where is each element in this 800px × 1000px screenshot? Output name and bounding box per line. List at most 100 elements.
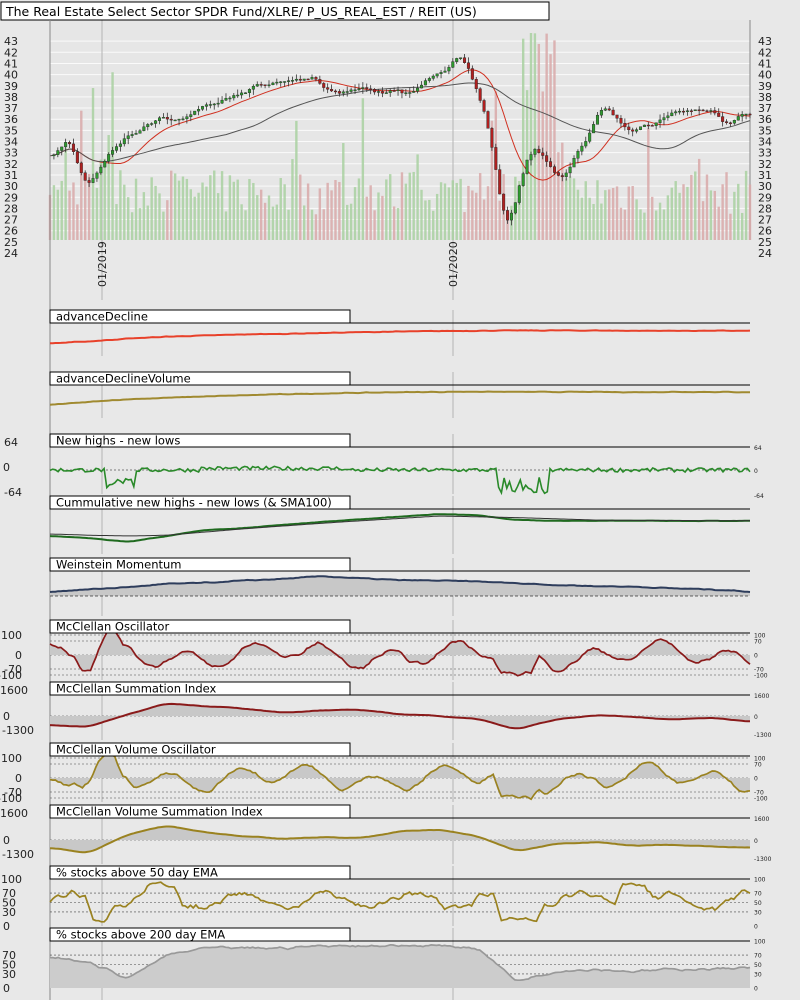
- candle-body: [494, 147, 498, 170]
- candle-body: [420, 84, 424, 89]
- volume-bar: [639, 209, 642, 240]
- volume-bar: [651, 196, 654, 240]
- volume-bar: [486, 186, 490, 240]
- volume-bar: [373, 210, 376, 240]
- candle-body: [674, 111, 678, 114]
- panel-title-box: [49, 619, 351, 634]
- candle-body: [201, 106, 205, 110]
- candle-body: [502, 193, 506, 211]
- y-tick-label-right: 0: [754, 986, 758, 993]
- volume-bar: [228, 175, 232, 240]
- candle-body: [588, 132, 592, 142]
- date-tick-label: 01/2020: [447, 241, 460, 287]
- volume-bar: [314, 214, 318, 240]
- volume-bar: [490, 120, 494, 240]
- candle-body: [709, 110, 713, 112]
- y-tick-label: 100: [1, 873, 22, 886]
- candle-body: [384, 92, 388, 94]
- candle-body: [114, 146, 118, 151]
- series-line: [49, 390, 750, 406]
- y-tick-label-right: 0: [754, 714, 758, 721]
- volume-bar: [467, 185, 470, 240]
- panel-cum: Cummulative new highs - new lows (& SMA1…: [49, 495, 750, 554]
- panel-title-box: [49, 681, 351, 696]
- volume-bar: [158, 193, 161, 240]
- price-tick-label-right: 29: [758, 191, 772, 204]
- candle-body: [486, 111, 490, 129]
- candle-body: [177, 118, 181, 121]
- volume-bar: [428, 199, 431, 240]
- volume-bar: [568, 176, 572, 240]
- volume-bar: [482, 199, 486, 240]
- candle-body: [506, 210, 510, 221]
- volume-bar: [306, 183, 310, 240]
- volume-bar: [389, 174, 392, 240]
- candle-body: [725, 121, 729, 123]
- y-tick-label: -100: [0, 792, 22, 805]
- candle-body: [189, 114, 193, 117]
- price-tick-label-left: 24: [4, 247, 18, 260]
- y-tick-label-right: 0: [754, 653, 758, 660]
- oscillator-area: [50, 754, 750, 800]
- volume-bar: [275, 204, 279, 240]
- y-tick-label: 0: [3, 710, 10, 723]
- price-tick-label-left: 28: [4, 202, 18, 215]
- price-tick-label-left: 38: [4, 91, 18, 104]
- volume-bar: [287, 209, 290, 240]
- volume-bar: [424, 200, 427, 240]
- price-tick-label-left: 29: [4, 191, 18, 204]
- candle-body: [447, 67, 451, 72]
- volume-bar: [95, 187, 99, 240]
- y-tick-label-right: 30: [754, 909, 762, 916]
- candle-body: [122, 138, 126, 145]
- candle-body: [404, 92, 408, 94]
- candle-body: [607, 108, 611, 111]
- candle-body: [212, 103, 216, 106]
- y-tick-label: 30: [2, 906, 16, 919]
- y-tick-label-right: 70: [754, 639, 762, 646]
- sma100-line: [50, 515, 750, 537]
- price-tick-label-left: 27: [4, 214, 18, 227]
- candle-body: [154, 120, 158, 124]
- y-tick-label: -64: [4, 486, 22, 499]
- panel-title: McClellan Oscillator: [56, 620, 169, 634]
- volume-bar: [697, 158, 701, 240]
- price-tick-label-right: 39: [758, 80, 772, 93]
- candle-body: [134, 133, 138, 135]
- y-tick-label-right: 50: [754, 962, 762, 969]
- price-tick-label-left: 34: [4, 136, 18, 149]
- candle-body: [603, 108, 607, 111]
- y-tick-label-right: 70: [754, 953, 762, 960]
- candle-body: [670, 112, 674, 117]
- candle-body: [740, 114, 744, 117]
- price-tick-label-left: 35: [4, 124, 18, 137]
- candle-body: [240, 92, 244, 96]
- volume-bar: [177, 180, 181, 240]
- y-tick-label-right: 100: [754, 633, 766, 640]
- panel-wm: Weinstein Momentum: [49, 557, 751, 616]
- volume-bar: [357, 178, 361, 240]
- candle-body: [259, 84, 263, 86]
- candle-body: [91, 178, 95, 183]
- volume-bar: [173, 173, 177, 240]
- candle-body: [427, 78, 431, 81]
- volume-bar: [725, 172, 728, 240]
- candle-body: [701, 109, 705, 112]
- percent-area: [50, 944, 750, 988]
- candle-body: [568, 166, 572, 174]
- y-tick-label-right: -64: [754, 493, 764, 500]
- y-tick-label: 0: [15, 772, 22, 785]
- volume-bar: [291, 159, 294, 240]
- candle-body: [650, 125, 654, 127]
- volume-bar: [361, 98, 365, 241]
- price-tick-label-right: 40: [758, 69, 772, 82]
- volume-bar: [615, 186, 619, 240]
- y-tick-label: 70: [2, 949, 16, 962]
- candle-body: [388, 90, 392, 93]
- volume-bar: [533, 33, 537, 240]
- candle-body: [142, 126, 146, 131]
- volume-bar: [662, 209, 666, 240]
- y-tick-label: 70: [2, 887, 16, 900]
- volume-bar: [353, 187, 357, 240]
